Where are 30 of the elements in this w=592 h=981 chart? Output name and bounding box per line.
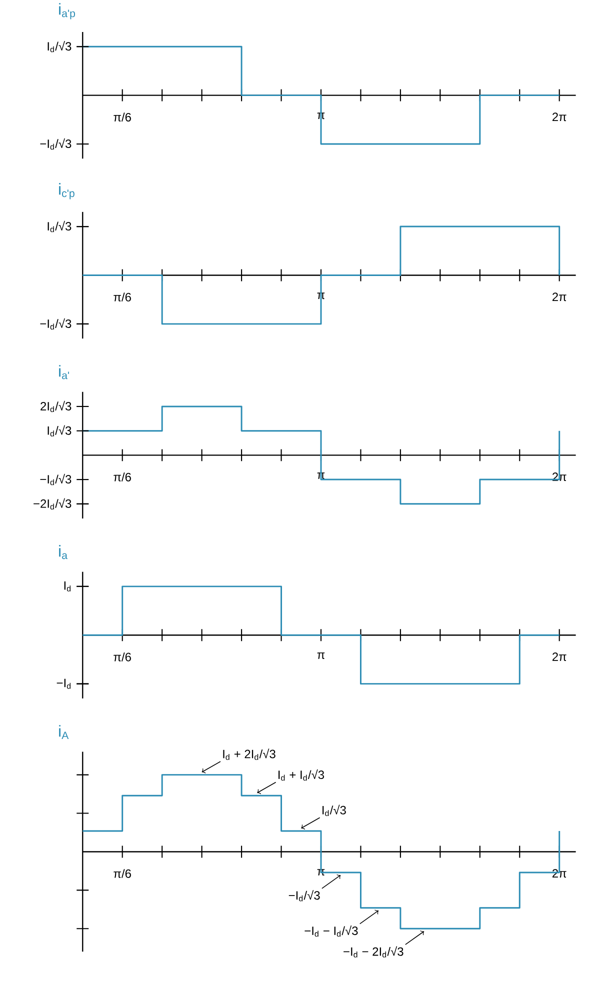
text: −I$_{d}$/√3 — [40, 318, 72, 330]
x-tick-label: π/6 — [114, 112, 132, 122]
chart-title: i$_{c'p}$ — [59, 183, 75, 200]
x-tick-label: π/6 — [114, 652, 132, 662]
x-tick-label: π/6 — [114, 869, 132, 878]
x-tick-label: π/6 — [114, 472, 132, 482]
text: −I$_{d}$/√3 — [40, 474, 72, 486]
annotation: I$_{d}$/√3 — [322, 804, 346, 816]
annotation: −I$_{d}$/√3 — [288, 890, 320, 902]
annotation: −I$_{d}$ − I$_{d}$/√3 — [304, 925, 358, 937]
text: −2I$_{d}$/√3 — [34, 498, 72, 510]
chart-title: i$_{a}$ — [59, 545, 68, 560]
text: −I$_{d}$/√3 — [40, 138, 72, 150]
chart-title: i$_{A}$ — [59, 725, 69, 740]
text: −I$_{d}$ — [56, 678, 71, 689]
annotation: −I$_{d}$ − 2I$_{d}$/√3 — [344, 946, 404, 958]
x-tick-label: π — [317, 652, 325, 659]
annotation: I$_{d}$ + 2I$_{d}$/√3 — [223, 748, 276, 760]
x-tick-label: 2π — [552, 652, 566, 661]
chart-title: i$_{a'}$ — [59, 365, 70, 380]
text: I$_{d}$/√3 — [48, 40, 72, 52]
x-tick-label: π/6 — [114, 292, 132, 302]
text: I$_{d}$/√3 — [48, 220, 72, 232]
x-tick-label: 2π — [552, 292, 566, 302]
annotation: I$_{d}$ + I$_{d}$/√3 — [278, 769, 324, 781]
text: I$_{d}$/√3 — [48, 425, 72, 436]
x-tick-label: 2π — [552, 112, 566, 122]
chart-title: i$_{a'p}$ — [59, 3, 76, 20]
text: 2I$_{d}$/√3 — [40, 400, 72, 412]
text: I$_{d}$ — [64, 581, 71, 592]
